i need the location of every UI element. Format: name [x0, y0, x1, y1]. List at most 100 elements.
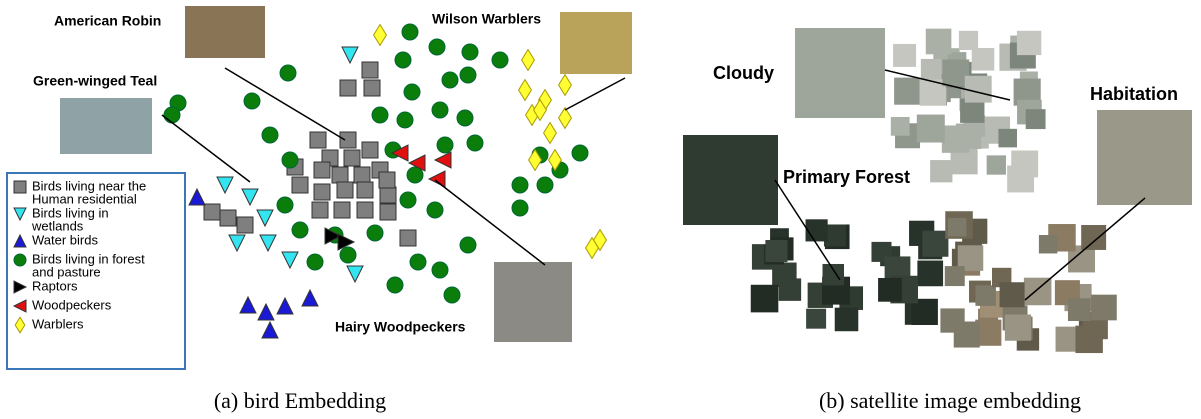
square-marker — [291, 176, 309, 194]
image-tile — [1075, 325, 1103, 354]
triangle-down-marker — [228, 234, 246, 253]
image-tile — [998, 128, 1017, 148]
square-marker — [363, 79, 381, 97]
image-tile — [778, 278, 802, 301]
square-marker — [361, 141, 379, 159]
image-tile — [920, 58, 942, 80]
circle-marker — [13, 253, 27, 267]
circle-marker — [491, 51, 509, 69]
image-tile — [955, 123, 982, 149]
circle-marker — [406, 166, 424, 184]
robin-photo — [185, 6, 265, 58]
diamond-marker — [533, 98, 547, 122]
circle-marker — [431, 261, 449, 279]
image-tile — [942, 59, 970, 87]
triangle-down-marker — [241, 188, 259, 207]
pointer-lines — [161, 67, 1146, 301]
pointer — [774, 179, 841, 281]
circle-marker — [163, 106, 181, 124]
habitation-label: Habitation — [1090, 84, 1178, 104]
teal-photo — [60, 98, 152, 154]
triangle-left-marker — [433, 151, 452, 169]
diamond-marker — [558, 106, 572, 130]
robin-label: American Robin — [54, 13, 161, 29]
image-tile — [947, 217, 967, 237]
circle-marker — [536, 176, 554, 194]
circle-marker — [459, 66, 477, 84]
square-marker — [219, 209, 237, 227]
legend-label: Birds living near the — [32, 178, 146, 193]
circle-marker — [366, 224, 384, 242]
image-tile — [893, 43, 917, 67]
image-tile — [925, 28, 952, 55]
warbler-label: Wilson Warblers — [432, 11, 541, 27]
triangle-up-marker — [276, 296, 294, 315]
legend-label: wetlands — [31, 218, 84, 233]
image-tile — [922, 230, 949, 257]
triangle-up-marker — [257, 302, 275, 321]
image-tile — [834, 307, 859, 332]
circle-marker — [403, 83, 421, 101]
square-marker — [361, 61, 379, 79]
pointer — [1024, 197, 1146, 301]
image-tile — [971, 48, 995, 71]
triangle-right-marker — [324, 227, 343, 245]
image-tile — [953, 321, 980, 348]
warbler-photo — [560, 12, 632, 74]
woodpecker-label: Hairy Woodpeckers — [335, 319, 466, 335]
image-tile — [917, 260, 944, 287]
legend-label: and pasture — [32, 264, 101, 279]
square-marker — [313, 161, 331, 179]
diamond-marker — [543, 121, 557, 145]
image-tile — [930, 160, 953, 183]
image-tile — [822, 263, 845, 286]
legend-label: Water birds — [32, 232, 98, 247]
diamond-marker — [558, 73, 572, 97]
image-tile — [1038, 235, 1058, 254]
image-tile — [986, 155, 1006, 175]
cloudy-label: Cloudy — [713, 63, 774, 83]
circle-marker — [443, 286, 461, 304]
image-tile — [964, 75, 992, 103]
diamond-marker — [14, 316, 26, 334]
habitation-photo — [1097, 110, 1192, 205]
caption: (b) satellite image embedding — [819, 388, 1081, 413]
circle-marker — [243, 92, 261, 110]
square-marker — [13, 180, 27, 194]
image-tile — [1007, 165, 1035, 193]
diamond-marker — [521, 48, 535, 72]
circle-marker — [276, 196, 294, 214]
pointer — [564, 77, 626, 111]
square-marker — [343, 149, 361, 167]
circle-marker — [428, 38, 446, 56]
image-tile — [878, 278, 902, 302]
circle-marker — [431, 101, 449, 119]
image-tile — [765, 240, 788, 263]
triangle-right-marker — [13, 280, 28, 294]
teal-label: Green-winged Teal — [33, 73, 157, 89]
satellite-tiles — [750, 28, 1117, 354]
circle-marker — [386, 276, 404, 294]
square-marker — [378, 171, 396, 189]
circle-marker — [306, 253, 324, 271]
image-tile — [805, 219, 828, 242]
woodpecker-photo — [494, 262, 572, 342]
square-marker — [333, 201, 351, 219]
diamond-marker — [518, 78, 532, 102]
triangle-up-marker — [301, 288, 319, 307]
circle-marker — [466, 134, 484, 152]
embedding-marks — [163, 23, 607, 339]
circle-marker — [441, 71, 459, 89]
diamond-marker — [373, 23, 387, 47]
square-marker — [331, 166, 349, 184]
triangle-up-marker — [188, 187, 206, 206]
triangle-down-marker — [216, 176, 234, 195]
square-marker — [379, 203, 397, 221]
triangle-down-marker — [341, 46, 359, 65]
square-marker — [339, 131, 357, 149]
circle-marker — [426, 201, 444, 219]
circle-marker — [371, 106, 389, 124]
legend-label: Woodpeckers — [32, 297, 112, 312]
square-marker — [311, 201, 329, 219]
